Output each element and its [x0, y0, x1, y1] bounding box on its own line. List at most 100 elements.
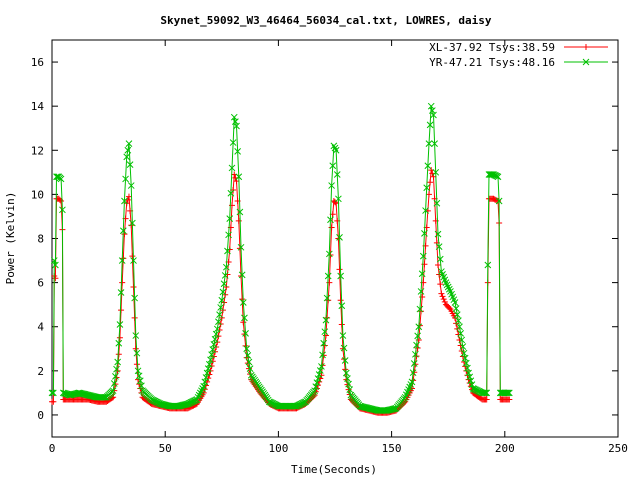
x-tick: 50 — [159, 40, 172, 455]
data-point — [455, 317, 462, 325]
data-point — [321, 328, 329, 336]
data-point — [458, 336, 466, 344]
data-point — [332, 199, 338, 206]
x-tick-label: 250 — [608, 442, 628, 455]
legend-marker — [583, 44, 589, 50]
data-point — [459, 343, 467, 350]
chart-title: Skynet_59092_W3_46464_56034_cal.txt, LOW… — [160, 14, 492, 27]
data-point — [435, 261, 442, 268]
data-point — [115, 339, 123, 347]
data-point — [134, 367, 142, 375]
data-point — [133, 361, 140, 368]
data-point — [435, 243, 443, 250]
data-point — [130, 284, 137, 291]
data-point — [324, 314, 331, 321]
data-point — [238, 271, 246, 279]
data-point — [419, 293, 426, 300]
data-point — [483, 396, 490, 403]
data-point — [117, 289, 125, 296]
data-point — [218, 314, 225, 321]
data-point — [241, 314, 248, 322]
data-point — [217, 304, 225, 311]
data-point — [50, 257, 58, 264]
data-point — [342, 369, 350, 377]
data-point — [323, 294, 331, 302]
data-point — [109, 387, 117, 395]
data-point — [437, 281, 444, 288]
data-point — [331, 144, 339, 152]
data-point — [408, 378, 416, 386]
data-point — [424, 162, 432, 170]
data-point — [345, 380, 352, 388]
legend-swatch-1 — [564, 58, 608, 66]
data-point — [239, 299, 247, 306]
y-tick: 12 — [31, 144, 618, 157]
data-point — [243, 345, 251, 353]
x-tick: 100 — [268, 40, 288, 455]
data-point — [416, 305, 424, 313]
data-point — [205, 360, 213, 368]
data-point — [112, 372, 119, 380]
data-point — [346, 386, 354, 393]
data-point — [441, 298, 448, 305]
data-point — [423, 184, 431, 192]
data-point — [426, 121, 434, 129]
legend-label-xl: XL-37.92 Tsys:38.59 — [429, 41, 555, 54]
data-point — [333, 171, 341, 178]
data-point — [115, 351, 122, 358]
data-point — [120, 255, 127, 262]
series-layer — [48, 102, 513, 416]
data-point — [428, 107, 436, 114]
data-point — [438, 290, 445, 297]
x-tick-label: 150 — [382, 442, 402, 455]
data-point — [329, 162, 337, 170]
data-point — [319, 351, 326, 359]
data-point — [215, 318, 222, 326]
data-point — [328, 224, 335, 231]
data-point — [236, 208, 244, 216]
data-point — [130, 257, 137, 264]
data-point — [59, 206, 66, 214]
data-point — [339, 332, 347, 339]
legend-swatch-0 — [564, 44, 608, 50]
data-point — [481, 389, 488, 397]
data-point — [495, 198, 502, 205]
data-point — [116, 334, 123, 341]
data-point — [133, 349, 141, 357]
data-point — [413, 341, 420, 349]
data-point — [245, 358, 253, 366]
x-axis-ticks: 0 50 100 150 200 250 — [49, 40, 628, 455]
data-point — [114, 358, 122, 366]
x-tick-label: 50 — [159, 442, 172, 455]
y-tick: 0 — [37, 409, 618, 422]
data-point — [138, 382, 145, 390]
x-tick-label: 200 — [495, 442, 515, 455]
series-markers — [49, 167, 513, 416]
data-point — [230, 113, 238, 121]
data-point — [313, 379, 321, 386]
data-point — [466, 373, 474, 381]
data-point — [57, 175, 65, 183]
data-point — [237, 243, 245, 251]
data-point — [483, 389, 491, 397]
data-point — [422, 207, 429, 214]
data-point — [135, 372, 143, 380]
data-point — [220, 280, 228, 288]
data-point — [52, 261, 59, 269]
data-point — [225, 231, 232, 239]
y-tick-label: 10 — [31, 188, 44, 201]
data-point — [58, 198, 65, 205]
data-point — [316, 367, 324, 374]
data-point — [110, 380, 118, 387]
data-point — [335, 195, 342, 203]
data-point — [226, 215, 234, 223]
data-point — [415, 323, 423, 331]
y-tick: 16 — [31, 56, 618, 69]
data-point — [503, 389, 511, 397]
data-point — [439, 293, 446, 300]
data-point — [432, 168, 440, 176]
data-point — [431, 140, 438, 148]
y-tick-label: 12 — [31, 144, 44, 157]
data-point — [50, 389, 57, 397]
data-point — [118, 307, 125, 314]
